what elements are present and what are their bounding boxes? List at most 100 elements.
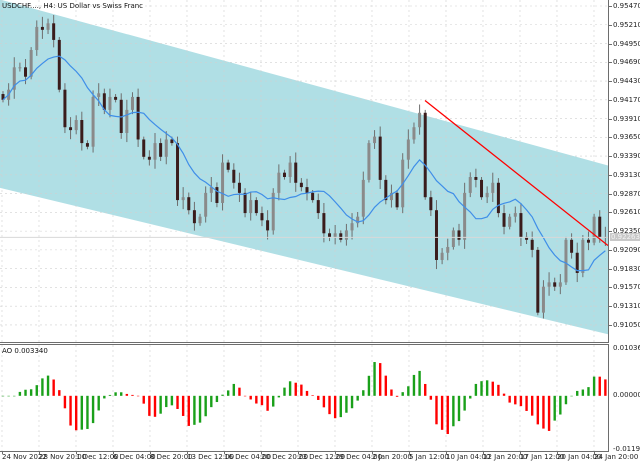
ao-bar [553, 395, 556, 421]
time-axis-label: 17 Jan 12:00 [520, 453, 565, 461]
candle-body [299, 182, 303, 188]
ao-bar [288, 381, 292, 396]
price-tick [609, 62, 612, 64]
price-axis-label: 0.91310 [613, 302, 640, 311]
ao-bar [29, 389, 33, 396]
candle-body [328, 233, 332, 237]
ao-bar [384, 375, 388, 396]
candle-body [237, 182, 241, 193]
candle-body [142, 139, 146, 157]
ao-bar [401, 392, 404, 396]
ao-bar [395, 395, 399, 397]
time-tick [335, 451, 336, 454]
candle-body [277, 172, 281, 193]
candle-body [502, 213, 506, 227]
ao-bar [80, 395, 84, 430]
price-tick [609, 287, 612, 289]
candle-body [40, 26, 44, 30]
ao-bar [576, 390, 579, 396]
price-tick [609, 137, 612, 139]
ao-bar [418, 370, 421, 396]
candle-body [271, 192, 275, 231]
ao-bar [345, 395, 348, 413]
candle-body [97, 93, 101, 97]
current-price-label: 0.92263 [610, 233, 640, 242]
price-axis-label: 0.92350 [613, 227, 640, 236]
candle-body [125, 109, 129, 133]
ao-bar [440, 395, 444, 430]
candle-body [170, 139, 174, 144]
candle-body [198, 216, 202, 224]
candle-body [91, 96, 95, 147]
candle-body [159, 143, 163, 157]
ao-bar [519, 395, 523, 407]
candle-body [361, 179, 365, 217]
ao-bar [350, 395, 354, 409]
candle-body [130, 96, 134, 110]
candle-body [260, 213, 264, 221]
candle-body [519, 213, 523, 237]
candle-body [153, 143, 157, 160]
candle-body [249, 200, 253, 214]
candle-body [553, 282, 557, 287]
ao-bar [508, 395, 511, 403]
ao-bar [153, 395, 157, 417]
candle-body [316, 200, 320, 214]
ao-bar [581, 389, 585, 396]
time-tick [557, 451, 558, 454]
ao-bar [317, 395, 320, 400]
candle-body [147, 156, 151, 160]
candle-body [558, 282, 562, 287]
price-axis-label: 0.93130 [613, 170, 640, 179]
time-tick [594, 451, 595, 454]
ao-bar [502, 393, 506, 396]
ao-bar [452, 395, 455, 427]
candle-body [108, 96, 112, 110]
candle-body [581, 239, 585, 273]
ao-bar [187, 395, 190, 426]
ao-bar [108, 394, 112, 396]
candle-body [12, 67, 16, 90]
ao-bar [255, 395, 258, 404]
ao-bar [536, 395, 540, 425]
ao-bar [41, 378, 44, 396]
price-tick [609, 249, 612, 251]
price-axis-label: 0.92610 [613, 208, 640, 217]
price-tick [609, 231, 612, 233]
price-tick [609, 6, 612, 7]
time-axis-label: 28 Nov 20:00 [39, 453, 87, 461]
price-chart-pane[interactable]: USDCHF...., H4: US Dollar vs Swiss Franc [0, 0, 609, 343]
time-axis-label: 8 Dec 20:00 [150, 453, 193, 461]
candle-body [491, 182, 495, 193]
time-tick [372, 451, 373, 454]
time-axis-label: 20 Jan 04:00 [557, 453, 602, 461]
candle-body [525, 236, 529, 240]
candle-body [215, 187, 219, 203]
ao-bar [74, 395, 78, 431]
ao-bar [103, 395, 106, 399]
time-tick [113, 451, 114, 454]
price-axis-label: 0.91050 [613, 320, 640, 329]
candle-body [367, 143, 371, 180]
price-tick [609, 81, 612, 83]
ao-bar [277, 395, 281, 398]
time-axis-label: 20 Dec 20:00 [261, 453, 309, 461]
ao-indicator-title: AO 0.003340 [2, 347, 48, 355]
ao-bar [13, 395, 16, 397]
candle-body [282, 172, 286, 178]
candle-body [378, 136, 382, 180]
ao-bar [148, 395, 151, 416]
ao-bar [52, 379, 55, 396]
candle-body [114, 96, 118, 100]
ao-bar [322, 395, 326, 408]
time-axis-label: 1 Dec 12:00 [76, 453, 119, 461]
time-tick [409, 451, 410, 454]
ao-bar [210, 395, 213, 408]
ao-indicator-pane[interactable]: AO 0.003340 [0, 344, 609, 452]
ao-bar [356, 395, 359, 401]
ao-bar [294, 382, 297, 396]
candle-body [164, 139, 168, 157]
ao-bar [598, 376, 601, 396]
price-tick [609, 43, 612, 45]
time-axis-label: 12 Jan 20:00 [483, 453, 528, 461]
